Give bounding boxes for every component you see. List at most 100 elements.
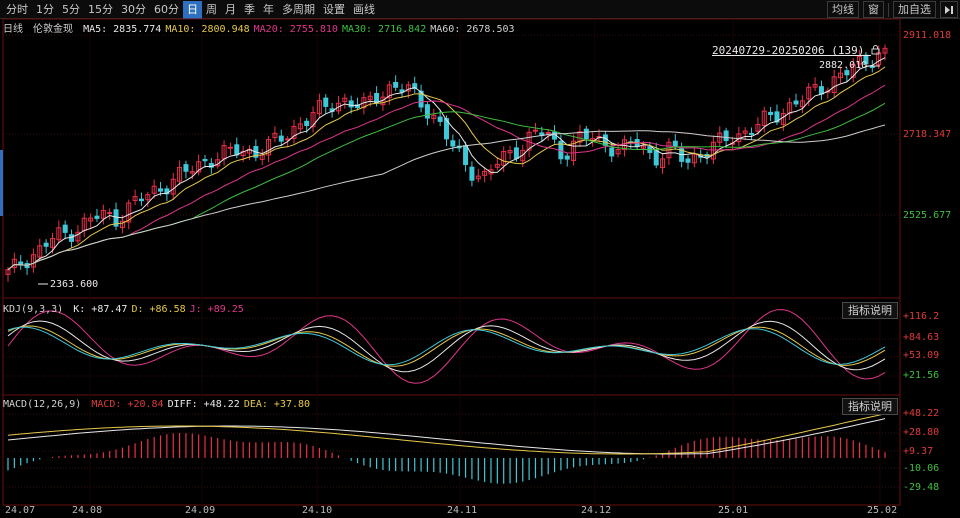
candle-body — [761, 110, 767, 126]
candle-body — [278, 135, 284, 142]
candle-body — [291, 125, 297, 139]
main-header: 日线 伦敦金现 MA5: 2835.774 MA10: 2800.948 MA20:… — [3, 20, 515, 35]
candle-body — [297, 123, 303, 130]
candle-body — [49, 238, 55, 248]
window-button[interactable]: 窗 — [863, 1, 884, 18]
candle-body — [615, 149, 621, 155]
tab-9[interactable]: 季 — [244, 3, 255, 16]
lock-icon — [871, 45, 880, 55]
candle-body — [787, 102, 793, 114]
macd-axis-2: +28.80 — [903, 427, 940, 438]
candle-body — [11, 258, 17, 269]
candle-body — [780, 113, 786, 125]
x-tick: 24.08 — [72, 505, 103, 516]
kdj-vals-item-2: J: +89.25 — [189, 304, 244, 315]
candle-body — [138, 198, 144, 202]
kdj-vals-item-1: D: +86.58 — [131, 304, 186, 315]
candle-body — [361, 97, 367, 109]
tab-5[interactable]: 60分 — [154, 3, 179, 16]
candle-body — [698, 155, 704, 158]
candle-body — [844, 70, 850, 76]
kdj-axis-3: +53.09 — [903, 350, 940, 361]
candle-body — [666, 141, 672, 159]
tab-10[interactable]: 年 — [263, 3, 274, 16]
candle-body — [596, 135, 602, 139]
collapse-icon[interactable] — [940, 1, 958, 18]
candle-body — [768, 111, 774, 116]
candle-body — [672, 140, 678, 147]
tab-12[interactable]: 设置 — [323, 3, 345, 16]
candle-body — [266, 139, 272, 156]
tab-1[interactable]: 1分 — [36, 3, 54, 16]
add-watchlist-button[interactable]: 加自选 — [893, 1, 936, 18]
candle-body — [272, 132, 278, 139]
macd-vals-item-1: DIFF: +48.22 — [167, 399, 240, 410]
macd-vals-item-0: MACD: +20.84 — [91, 399, 164, 410]
x-tick: 25.02 — [867, 505, 898, 516]
candle-body — [882, 47, 888, 54]
candle-body — [107, 212, 113, 215]
tab-13[interactable]: 画线 — [353, 3, 375, 16]
candle-body — [729, 142, 735, 145]
candle-body — [717, 132, 723, 143]
x-tick: 24.11 — [447, 505, 478, 516]
range-label[interactable]: 20240729-20250206 (139) — [712, 44, 880, 57]
candle-body — [18, 261, 24, 266]
panel-frame-0 — [2, 18, 901, 299]
kdj-help-button[interactable]: 指标说明 — [842, 302, 898, 319]
tab-0[interactable]: 分时 — [6, 3, 28, 16]
tab-6[interactable]: 日 — [183, 1, 202, 19]
candle-body — [405, 84, 411, 92]
ma10-line — [7, 66, 886, 271]
right-tools: 均线 窗 加自选 — [827, 1, 958, 18]
candle-body — [552, 131, 558, 140]
candle-body — [399, 89, 405, 93]
candle-body — [221, 145, 227, 160]
candle-body — [234, 144, 240, 156]
candle-body — [507, 150, 513, 154]
candle-body — [647, 146, 653, 153]
candle-body — [710, 141, 716, 160]
candle-body — [723, 130, 729, 142]
period-tabs: 分时 1分 5分 15分 30分 60分日周月季年多周期 设置 画线 — [2, 1, 379, 19]
tab-3[interactable]: 15分 — [88, 3, 113, 16]
candle-body — [380, 96, 386, 106]
kdj-line-3 — [7, 326, 886, 366]
candle-body — [316, 100, 322, 115]
candle-body — [69, 234, 75, 242]
candle-body — [132, 196, 138, 201]
macd-values: MACD: +20.84 DIFF: +48.22 DEA: +37.80 — [87, 399, 310, 410]
tab-4[interactable]: 30分 — [121, 3, 146, 16]
kdj-header: KDJ(9,3,3) K: +87.47 D: +86.58 J: +89.25 — [3, 304, 244, 315]
candle-body — [501, 150, 507, 166]
candle-body — [437, 116, 443, 122]
ma-button[interactable]: 均线 — [827, 1, 859, 18]
candle-body — [304, 120, 310, 127]
candle-body — [825, 90, 831, 93]
candle-body — [56, 227, 62, 241]
macd-help-button[interactable]: 指标说明 — [842, 398, 898, 415]
ma20-line — [7, 84, 886, 271]
candle-body — [189, 171, 195, 174]
kdj-line-1 — [7, 320, 886, 373]
candle-body — [628, 141, 634, 144]
candle-body — [558, 140, 564, 160]
candle-body — [564, 155, 570, 160]
candle-body — [641, 145, 647, 149]
candle-body — [812, 83, 818, 88]
ma5-line — [7, 57, 886, 271]
candle-body — [831, 76, 837, 94]
candle-body — [463, 145, 469, 165]
tab-7[interactable]: 周 — [206, 3, 217, 16]
candle-body — [355, 104, 361, 109]
candle-body — [342, 97, 348, 103]
period-label: 日线 — [3, 24, 23, 35]
candle-body — [736, 133, 742, 143]
tab-8[interactable]: 月 — [225, 3, 236, 16]
kdj-vals-item-0: K: +87.47 — [73, 304, 128, 315]
left-accent — [0, 150, 3, 216]
tab-11[interactable]: 多周期 — [282, 3, 315, 16]
candle-body — [126, 202, 132, 223]
tab-2[interactable]: 5分 — [62, 3, 80, 16]
